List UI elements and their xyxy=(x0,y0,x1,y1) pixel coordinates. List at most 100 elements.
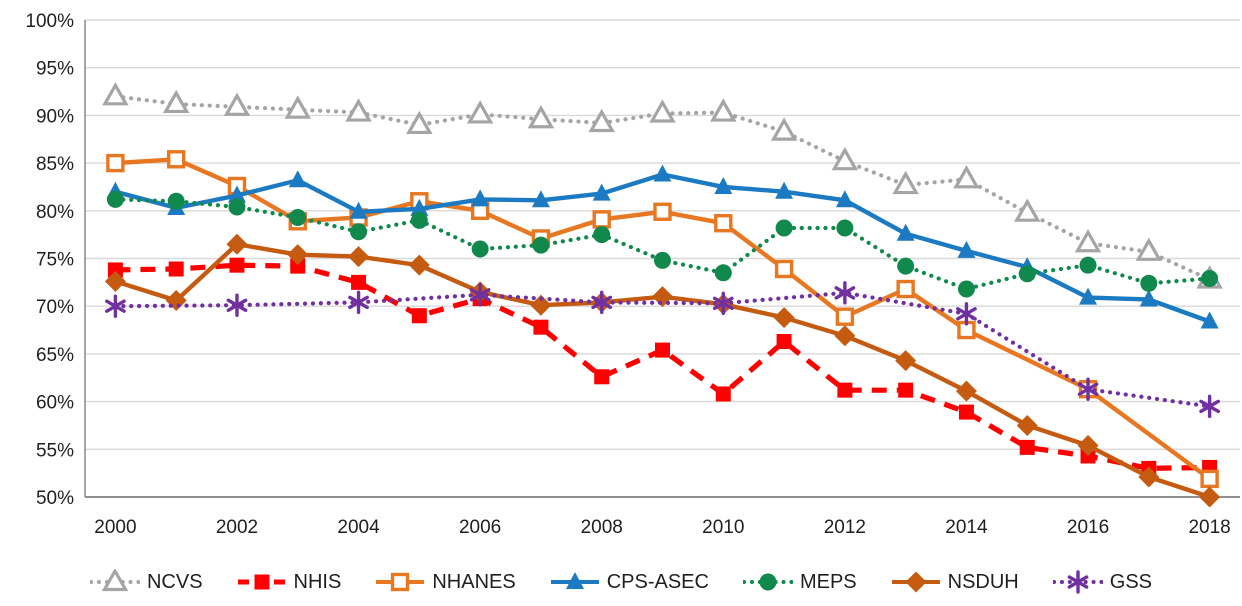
data-point-marker xyxy=(1139,289,1158,307)
legend-item-nhanes: NHANES xyxy=(375,569,516,595)
data-point-marker xyxy=(892,170,919,195)
data-point-marker xyxy=(831,146,859,171)
data-point-marker xyxy=(770,117,798,141)
data-point-marker xyxy=(955,380,977,402)
data-point-marker xyxy=(653,164,672,182)
data-point-marker xyxy=(1016,414,1038,436)
x-axis-label: 2000 xyxy=(94,517,136,538)
legend-item-nhis: NHIS xyxy=(237,569,342,595)
x-axis-label: 2010 xyxy=(702,517,744,538)
legend-label: MEPS xyxy=(799,570,857,593)
legend-item-meps: MEPS xyxy=(742,569,857,595)
data-point-marker xyxy=(530,294,552,316)
data-point-marker xyxy=(775,181,794,199)
data-point-marker xyxy=(406,110,433,135)
data-point-marker xyxy=(775,219,793,237)
data-point-marker xyxy=(471,189,490,207)
legend-label: GSS xyxy=(1109,570,1153,593)
series-MEPS xyxy=(106,190,1219,298)
legend-label: NHIS xyxy=(293,570,342,593)
data-point-marker xyxy=(1079,256,1097,274)
x-axis-label: 2008 xyxy=(581,517,623,538)
data-point-marker xyxy=(527,104,555,129)
data-point-marker xyxy=(226,233,248,255)
y-axis-label: 70% xyxy=(36,297,74,318)
data-point-marker xyxy=(1200,311,1219,329)
data-point-marker xyxy=(834,286,856,300)
x-axis-label: 2004 xyxy=(337,517,380,538)
data-point-marker xyxy=(715,386,731,402)
data-point-marker xyxy=(226,298,248,312)
data-point-marker xyxy=(895,350,917,372)
legend-marker-gss xyxy=(1052,570,1103,594)
data-point-marker xyxy=(348,295,369,310)
data-point-marker xyxy=(898,382,914,398)
series-NHIS xyxy=(107,257,1218,476)
data-point-marker xyxy=(106,153,125,173)
legend-item-nsduh: NSDUH xyxy=(891,569,1019,595)
data-point-marker xyxy=(408,254,430,276)
data-point-marker xyxy=(349,201,368,219)
data-point-marker xyxy=(531,190,550,208)
legend-item-cps-asec: CPS-ASEC xyxy=(550,569,709,595)
legend-label: NHANES xyxy=(432,570,516,593)
data-point-marker xyxy=(759,573,777,591)
data-point-marker xyxy=(905,571,927,593)
data-point-marker xyxy=(345,98,372,122)
data-point-marker xyxy=(957,280,975,298)
data-point-marker xyxy=(288,170,307,188)
data-point-marker xyxy=(957,240,976,258)
data-point-marker xyxy=(350,223,368,241)
data-point-marker xyxy=(714,264,732,282)
series-line-GSS xyxy=(113,290,1212,409)
data-point-marker xyxy=(593,226,611,244)
data-point-marker xyxy=(532,236,550,254)
chart-canvas: 100% 95% 90% 85% 80% 75% 70% 65% 60% 55% 50% 2000 20… xyxy=(25,11,1240,538)
legend-label: NSDUH xyxy=(947,570,1019,593)
data-point-marker xyxy=(591,295,613,310)
data-point-marker xyxy=(104,270,126,292)
data-point-marker xyxy=(956,307,977,321)
data-point-marker xyxy=(533,319,549,335)
data-point-marker xyxy=(712,296,734,311)
data-point-marker xyxy=(835,307,855,326)
legend-marker-cps-asec xyxy=(550,572,599,589)
data-point-marker xyxy=(290,258,306,274)
data-point-marker xyxy=(1067,575,1089,589)
x-axis-label: 2012 xyxy=(824,517,866,538)
data-point-marker xyxy=(410,211,428,229)
data-point-marker xyxy=(835,190,854,208)
legend-marker-meps xyxy=(742,573,793,591)
data-point-marker xyxy=(1140,274,1158,292)
data-point-marker xyxy=(348,246,370,268)
y-axis-label: 75% xyxy=(36,250,74,271)
y-axis-label: 85% xyxy=(36,154,74,175)
y-axis-label: 90% xyxy=(36,106,74,127)
data-point-marker xyxy=(391,572,410,592)
data-point-marker xyxy=(471,240,489,258)
data-point-marker xyxy=(102,82,129,106)
data-point-marker xyxy=(594,369,610,385)
data-point-marker xyxy=(1199,399,1220,414)
data-point-marker xyxy=(107,262,123,278)
y-axis-label: 100% xyxy=(25,11,74,32)
data-point-marker xyxy=(227,185,246,203)
data-point-marker xyxy=(289,208,307,226)
y-axis-label: 65% xyxy=(36,345,74,366)
data-point-marker xyxy=(229,257,245,273)
y-axis-label: 50% xyxy=(36,488,74,509)
data-point-marker xyxy=(714,176,733,194)
x-axis-label: 2016 xyxy=(1067,517,1109,538)
data-point-marker xyxy=(228,198,246,216)
legend-item-ncvs: NCVS xyxy=(89,569,203,595)
data-point-marker xyxy=(105,299,126,313)
data-point-marker xyxy=(410,198,429,216)
y-axis-label: 95% xyxy=(36,59,74,80)
data-point-marker xyxy=(1077,434,1099,456)
data-point-marker xyxy=(167,192,185,210)
data-point-marker xyxy=(958,404,974,420)
data-point-marker xyxy=(1200,469,1219,489)
y-axis-label: 55% xyxy=(36,440,74,461)
data-point-marker xyxy=(774,259,794,279)
legend-marker-nsduh xyxy=(891,571,940,593)
